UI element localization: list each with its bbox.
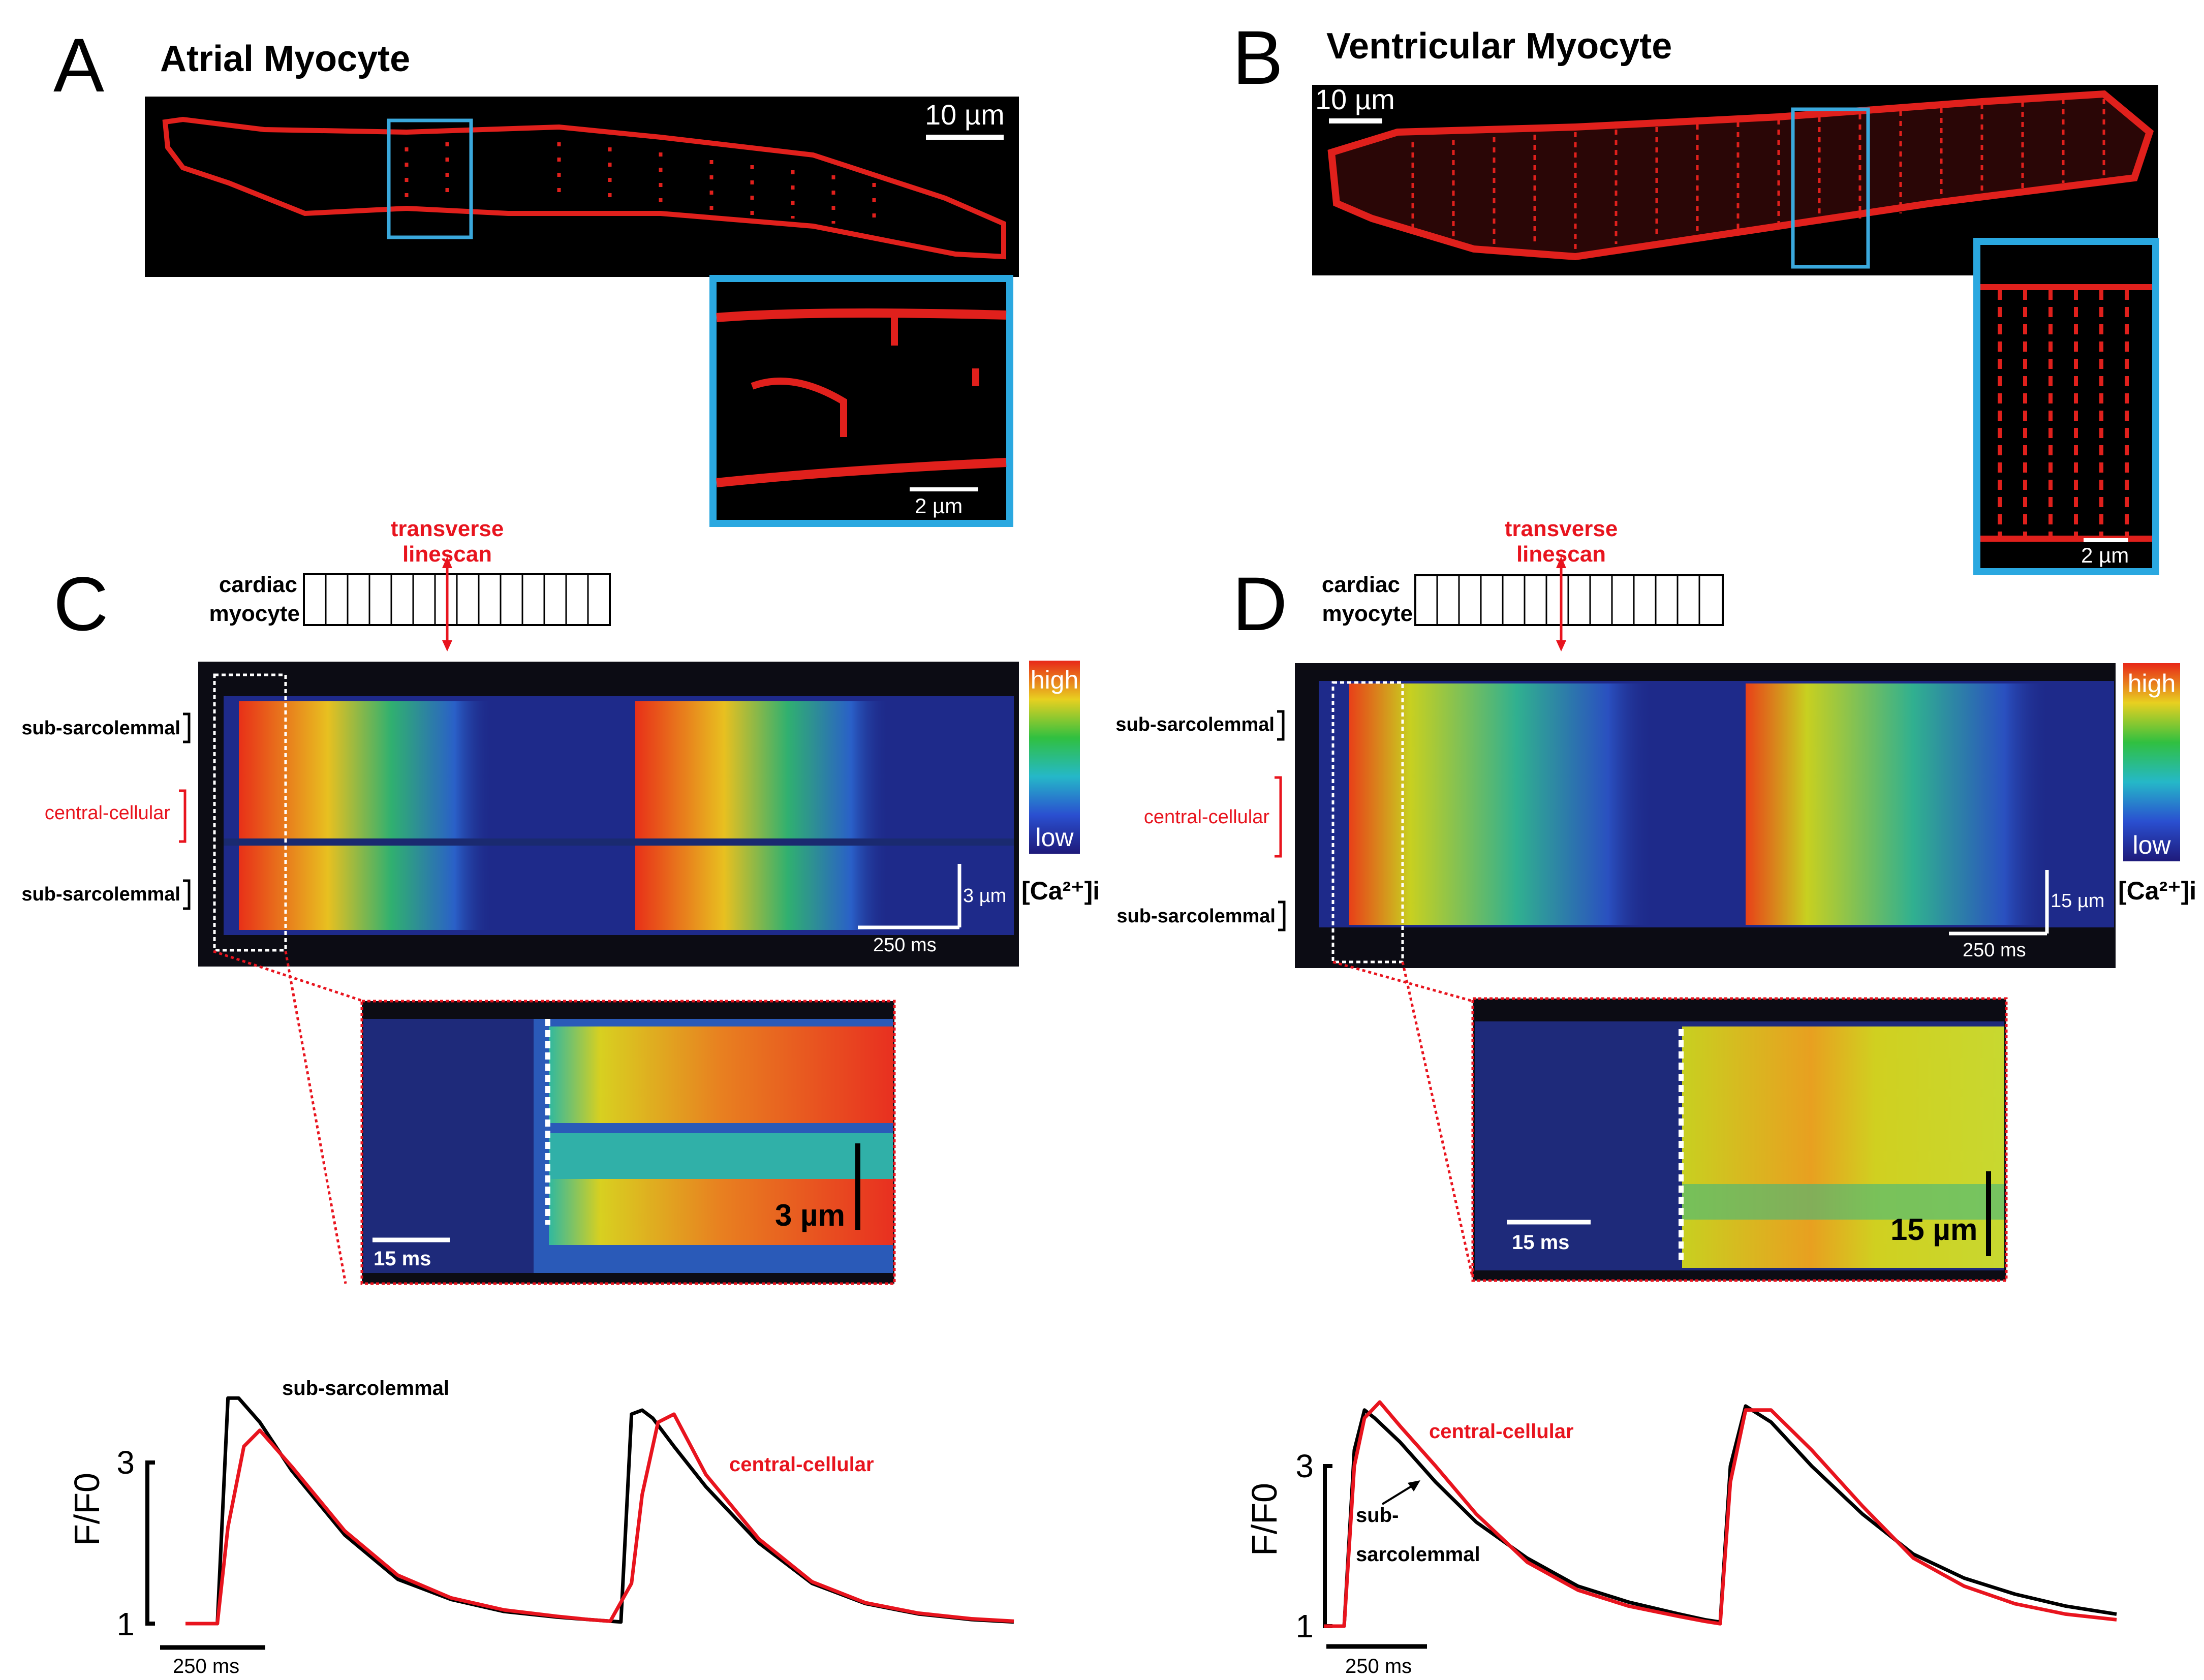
- trace-line-sub-sarcolemmal-0: [185, 1396, 1014, 1626]
- trace-label-red-c: central-cellular: [729, 1453, 874, 1476]
- zoom-connector-d: [1332, 960, 1474, 1279]
- zoom-connector-c: [213, 950, 364, 1284]
- linescan-label-d-1: transverse: [1505, 516, 1618, 541]
- zoom-time-scale-c: 15 ms: [374, 1248, 431, 1270]
- panel-letter-a: A: [53, 22, 104, 108]
- colorbar-high-d: high: [2128, 669, 2176, 698]
- ca-label-c: [Ca²⁺]i: [1021, 877, 1100, 905]
- linescan-image-c: 3 µm 250 ms: [198, 662, 1019, 967]
- region-label-c-top: sub-sarcolemmal: [21, 718, 180, 739]
- linescan-arrow-c: [442, 556, 452, 651]
- zoom-space-scale-c: 3 µm: [775, 1198, 845, 1232]
- atrial-micrograph: 10 µm: [145, 97, 1019, 277]
- trace-label-black-d-2: sarcolemmal: [1356, 1543, 1480, 1566]
- colorbar-d: high low [Ca²⁺]i: [2118, 663, 2196, 905]
- trace-pointer-arrow-d: [1381, 1483, 1416, 1505]
- trace-ylabel-d: F/F0: [1245, 1483, 1284, 1556]
- myocyte-schematic-c: [303, 573, 611, 626]
- linescan-time-scale-d: 250 ms: [1963, 940, 2026, 961]
- ventricular-roi-box: [1791, 107, 1870, 269]
- trace-line-sub-sarcolemmal-1: [1324, 1404, 2117, 1628]
- linescan-time-scale-c: 250 ms: [873, 935, 937, 956]
- region-label-d-top: sub-sarcolemmal: [1115, 714, 1275, 735]
- trace-line-central-cellular-1: [1324, 1400, 2117, 1628]
- zoom-roi-box-c: [213, 673, 287, 952]
- zoom-roi-box-d: [1331, 681, 1404, 963]
- panel-letter-d: D: [1232, 561, 1287, 646]
- trace-ylabel-c: F/F0: [67, 1473, 107, 1546]
- cell-label-c-2: myocyte: [209, 601, 300, 626]
- panel-letter-c: C: [53, 561, 108, 646]
- linescan-space-scale-c: 3 µm: [963, 885, 1006, 907]
- trace-tick-d-3: 3: [1295, 1448, 1314, 1484]
- ventricular-inset-scale-label: 2 µm: [2081, 543, 2129, 567]
- linescan-space-scale-d: 15 µm: [2051, 890, 2104, 912]
- trace-chart-c: F/F0 3 1 250 ms sub-sarcolemmal central-…: [67, 1377, 1014, 1677]
- panel-title-b: Ventricular Myocyte: [1326, 26, 1672, 67]
- trace-label-black-d-1: sub-: [1356, 1504, 1399, 1527]
- atrial-inset-scale-label: 2 µm: [915, 494, 963, 518]
- trace-tick-d-1: 1: [1295, 1608, 1314, 1644]
- atrial-inset: 2 µm: [709, 275, 1013, 527]
- region-label-d-center: central-cellular: [1144, 806, 1269, 828]
- ventricular-micrograph: 10 µm: [1312, 83, 2158, 275]
- trace-chart-d: F/F0 3 1 250 ms central-cellular sub- sa…: [1245, 1400, 2117, 1677]
- colorbar-low-d: low: [2132, 831, 2171, 859]
- panel-title-a: Atrial Myocyte: [160, 39, 410, 79]
- zoom-image-d: 15 µm 15 ms: [1471, 997, 2008, 1282]
- cell-label-c-1: cardiac: [219, 572, 297, 597]
- zoom-space-scale-d: 15 µm: [1890, 1212, 1977, 1247]
- atrial-cell-outline: [162, 116, 1006, 260]
- colorbar-c: high low [Ca²⁺]i: [1021, 661, 1100, 905]
- region-label-c-bottom: sub-sarcolemmal: [21, 884, 180, 905]
- ca-label-d: [Ca²⁺]i: [2118, 877, 2196, 905]
- linescan-arrow-d: [1556, 556, 1566, 651]
- colorbar-low-c: low: [1035, 823, 1074, 852]
- trace-line-central-cellular-0: [185, 1412, 1014, 1626]
- panel-letter-b: B: [1232, 15, 1283, 100]
- cell-label-d-1: cardiac: [1322, 572, 1400, 597]
- trace-tick-c-1: 1: [116, 1606, 135, 1642]
- linescan-image-d: 15 µm 250 ms: [1295, 663, 2116, 968]
- zoom-time-scale-d: 15 ms: [1512, 1231, 1569, 1254]
- colorbar-high-c: high: [1031, 666, 1079, 694]
- atrial-scale-label: 10 µm: [925, 99, 1005, 131]
- region-label-c-center: central-cellular: [45, 802, 170, 824]
- zoom-image-c: 3 µm 15 ms: [360, 1000, 896, 1285]
- cell-label-d-2: myocyte: [1322, 601, 1413, 626]
- trace-label-black-c: sub-sarcolemmal: [282, 1377, 449, 1399]
- ventricular-scale-label: 10 µm: [1315, 83, 1395, 115]
- atrial-roi-box: [387, 118, 473, 239]
- trace-time-scale-c: 250 ms: [173, 1655, 239, 1677]
- myocyte-schematic-d: [1414, 574, 1724, 626]
- trace-tick-c-3: 3: [116, 1444, 135, 1481]
- ventricular-inset: 2 µm: [1973, 238, 2159, 575]
- region-label-d-bottom: sub-sarcolemmal: [1116, 906, 1276, 927]
- trace-time-scale-d: 250 ms: [1345, 1655, 1412, 1677]
- linescan-label-c-1: transverse: [391, 516, 504, 541]
- trace-label-red-d: central-cellular: [1429, 1420, 1574, 1443]
